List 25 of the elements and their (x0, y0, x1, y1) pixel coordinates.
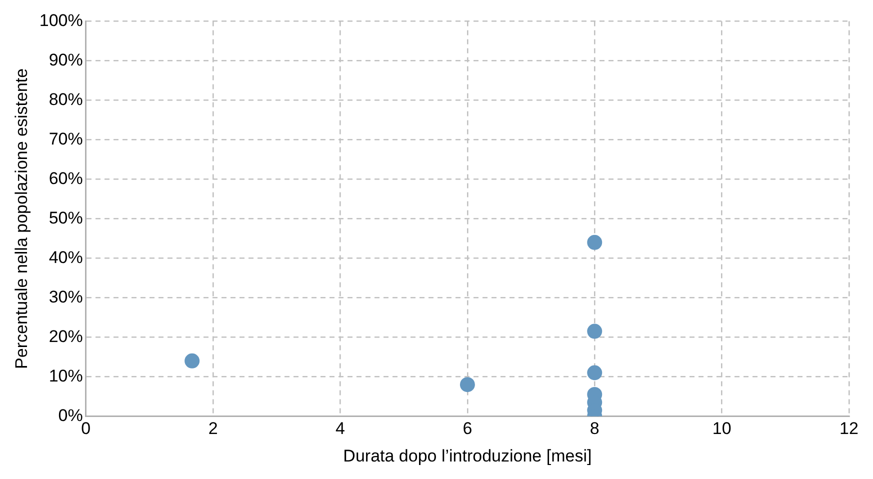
y-tick-label: 50% (48, 208, 83, 228)
y-tick-label: 20% (48, 326, 83, 346)
y-tick-label: 40% (48, 248, 83, 267)
x-tick-label: 4 (336, 419, 345, 438)
x-axis-title: Durata dopo l’introduzione [mesi] (343, 446, 592, 466)
y-tick-label: 0% (58, 406, 83, 425)
y-axis-title: Percentuale nella popolazione esistente (12, 68, 31, 369)
point (587, 324, 602, 339)
y-tick-label: 90% (48, 50, 83, 70)
y-tick-label: 70% (48, 129, 83, 148)
x-tick-label: 8 (590, 419, 600, 438)
y-tick-label: 80% (48, 90, 83, 109)
y-tick-label: 60% (48, 168, 83, 188)
x-tick-label: 2 (208, 419, 218, 438)
y-tick-label: 30% (48, 287, 83, 306)
point (184, 353, 200, 368)
y-tick-label: 10% (48, 366, 83, 386)
point (587, 365, 602, 380)
x-tick-label: 0 (81, 419, 91, 438)
x-tick-label: 6 (462, 419, 472, 438)
x-tick-label: 12 (840, 419, 858, 438)
x-tick-label: 10 (712, 419, 732, 438)
point (587, 234, 602, 250)
y-tick-label: 100% (39, 10, 83, 30)
point (460, 377, 475, 392)
